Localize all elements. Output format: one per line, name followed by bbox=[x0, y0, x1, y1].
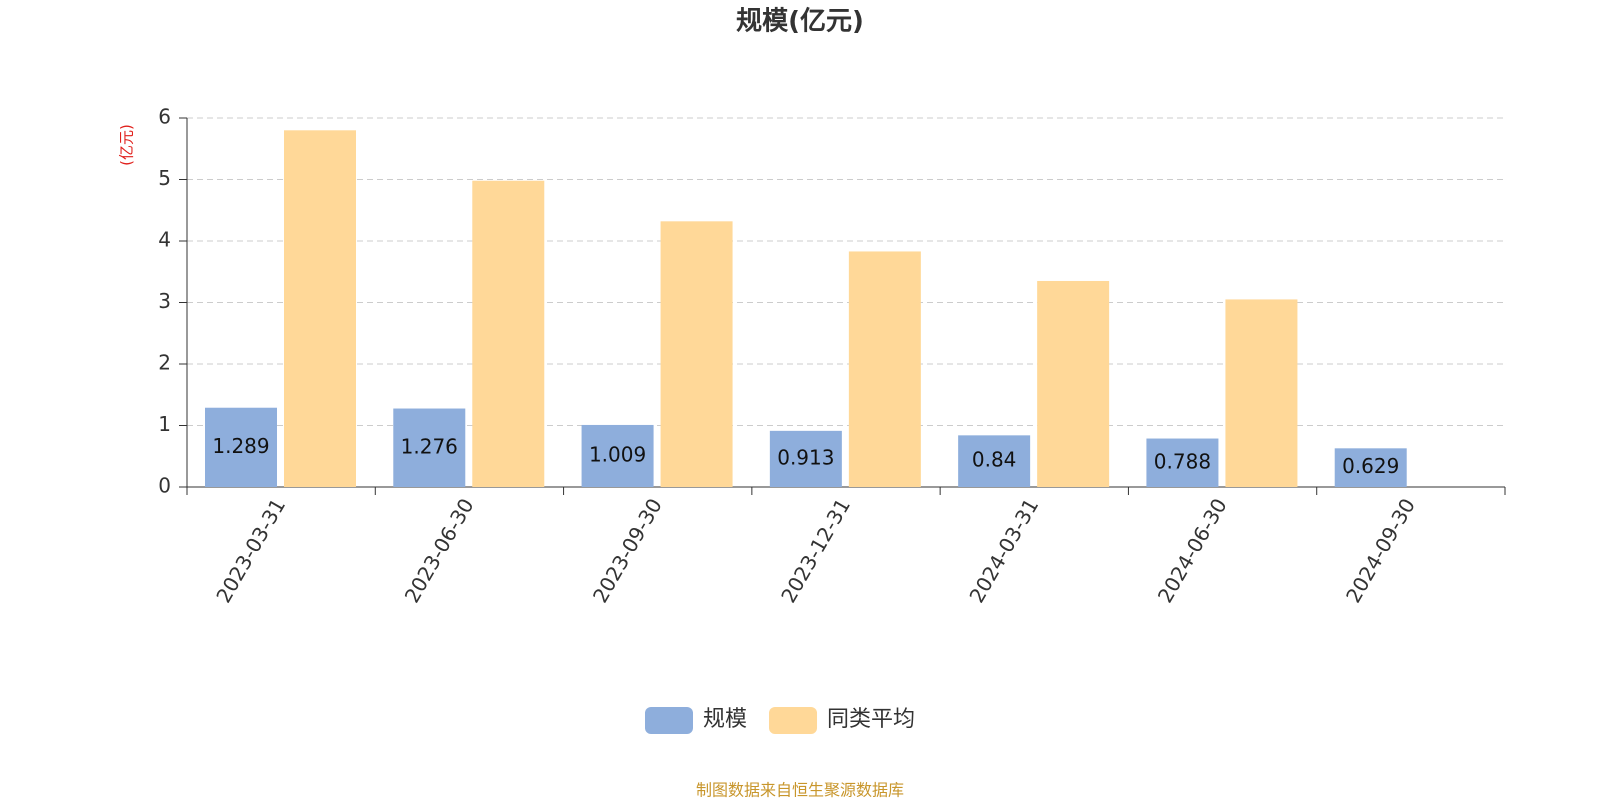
x-tick-label: 2023-12-31 bbox=[776, 494, 855, 607]
x-tick-label: 2023-09-30 bbox=[588, 494, 667, 607]
data-label: 0.788 bbox=[1154, 449, 1211, 473]
x-tick-label: 2023-06-30 bbox=[400, 494, 479, 607]
x-tick-label: 2024-03-31 bbox=[964, 494, 1043, 607]
bar bbox=[660, 221, 733, 487]
x-tick-label: 2024-06-30 bbox=[1153, 494, 1232, 607]
bar bbox=[848, 251, 921, 487]
data-label: 1.009 bbox=[589, 442, 646, 466]
bar bbox=[1225, 299, 1298, 487]
bar bbox=[958, 435, 1031, 487]
bar bbox=[581, 424, 654, 487]
data-label: 1.289 bbox=[212, 434, 269, 458]
legend-label: 规模 bbox=[703, 707, 747, 732]
bar bbox=[769, 430, 842, 487]
bar bbox=[1334, 448, 1407, 487]
y-tick-label: 5 bbox=[158, 166, 171, 190]
chart-title: 规模(亿元) bbox=[736, 7, 864, 37]
x-tick-label: 2024-09-30 bbox=[1341, 494, 1420, 607]
bar bbox=[205, 407, 277, 487]
y-axis-label: (亿元) bbox=[118, 124, 136, 166]
bar bbox=[284, 130, 356, 488]
bar bbox=[393, 408, 466, 487]
y-tick-label: 2 bbox=[158, 351, 171, 375]
legend-label: 同类平均 bbox=[827, 707, 915, 732]
data-label: 0.84 bbox=[972, 448, 1017, 472]
y-tick-label: 6 bbox=[158, 105, 171, 129]
legend-swatch bbox=[769, 707, 818, 734]
y-tick-label: 0 bbox=[158, 474, 171, 498]
y-tick-label: 4 bbox=[158, 228, 171, 252]
legend-swatch bbox=[645, 707, 693, 734]
y-tick-label: 3 bbox=[158, 289, 171, 313]
data-label: 0.913 bbox=[777, 445, 834, 469]
data-label: 1.276 bbox=[401, 434, 458, 458]
bar bbox=[1146, 438, 1219, 487]
source-note: 制图数据来自恒生聚源数据库 bbox=[696, 781, 904, 800]
x-tick-label: 2023-03-31 bbox=[211, 494, 290, 607]
bar bbox=[472, 180, 545, 488]
y-tick-label: 1 bbox=[158, 412, 171, 436]
bar bbox=[1037, 280, 1110, 487]
data-label: 0.629 bbox=[1342, 454, 1399, 478]
